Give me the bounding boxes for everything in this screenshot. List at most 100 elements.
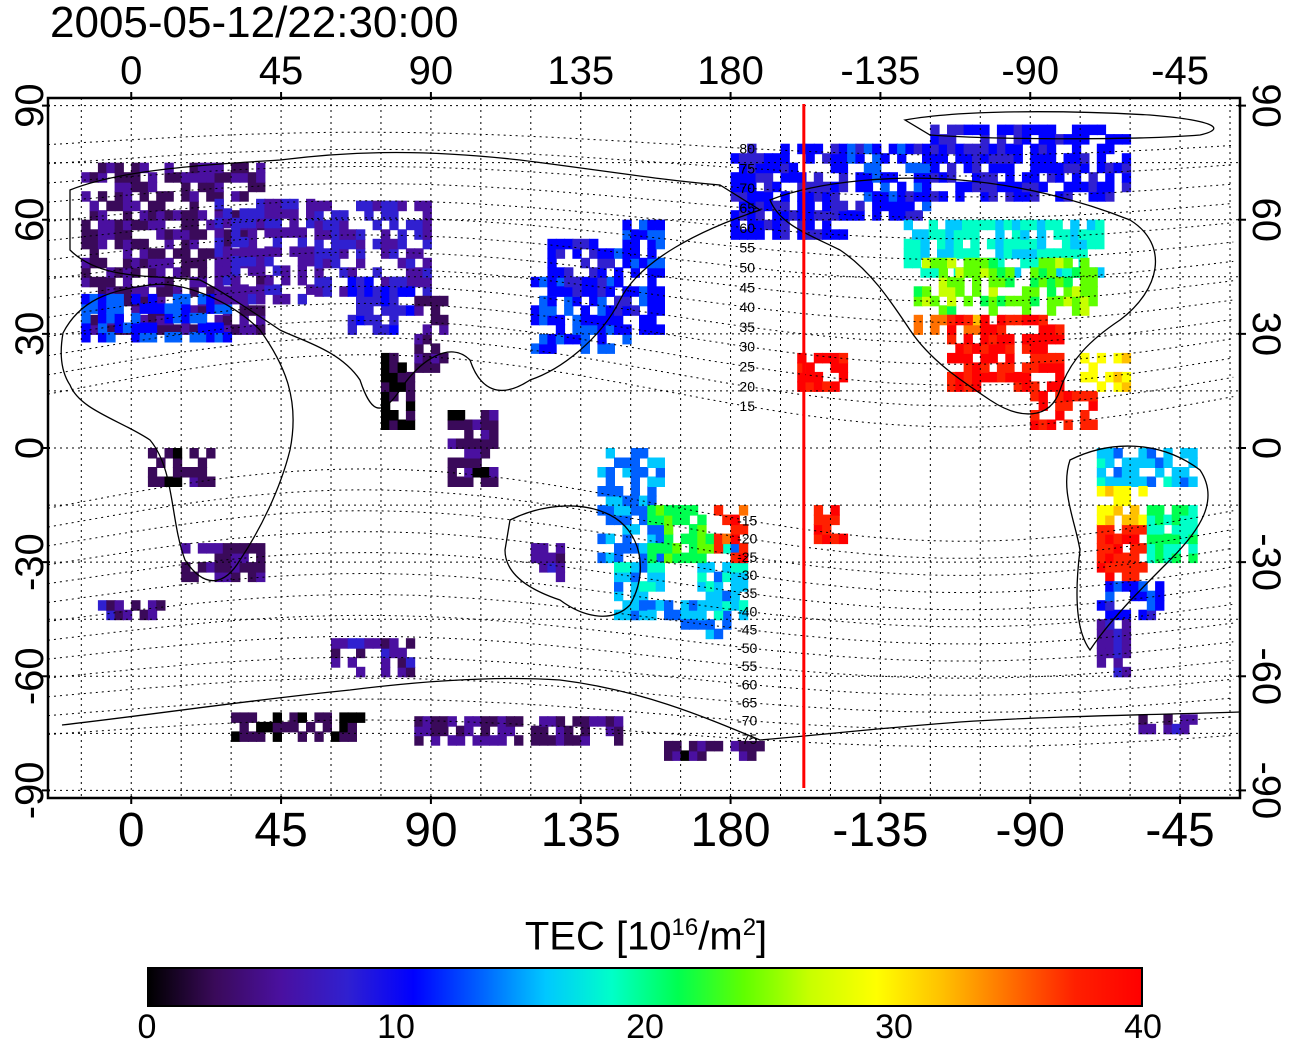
tec-cell xyxy=(222,303,233,314)
tec-cell xyxy=(397,647,407,659)
tec-cell xyxy=(822,210,832,221)
tec-cell xyxy=(1080,124,1090,136)
tec-cell xyxy=(555,324,566,335)
tec-cell xyxy=(1121,352,1132,364)
top-lon-label: 90 xyxy=(409,49,454,93)
tec-cell xyxy=(972,172,982,183)
tec-cell xyxy=(164,172,174,183)
tec-cell xyxy=(106,312,116,324)
tec-cell xyxy=(614,552,624,564)
colorbar-tick-label: 10 xyxy=(377,1008,415,1046)
tec-cell xyxy=(306,721,316,733)
tec-cell xyxy=(655,514,665,526)
tec-cell xyxy=(256,571,266,583)
tec-cell xyxy=(912,238,922,250)
tec-cell xyxy=(397,229,407,240)
tec-cell xyxy=(630,286,640,297)
tec-cell xyxy=(1005,153,1015,164)
tec-cell xyxy=(1130,457,1140,468)
tec-cell xyxy=(705,533,715,545)
tec-cell xyxy=(464,725,474,737)
tec-cell xyxy=(106,267,116,278)
tec-cell xyxy=(306,284,316,295)
bottom-tick xyxy=(280,796,283,804)
tec-cell xyxy=(247,293,258,305)
tec-cell xyxy=(381,362,391,373)
tec-cell xyxy=(963,381,973,392)
tec-cell xyxy=(1138,514,1148,526)
tec-cell xyxy=(580,343,590,354)
tec-cell xyxy=(405,638,416,649)
tec-cell xyxy=(763,200,774,212)
tec-cell xyxy=(805,362,815,373)
tec-cell xyxy=(755,162,765,174)
tec-cell xyxy=(381,638,391,649)
tec-cell xyxy=(996,276,1007,288)
tec-cell xyxy=(231,191,241,202)
tec-cell xyxy=(1138,590,1148,602)
tec-cell xyxy=(1071,267,1082,278)
tec-cell xyxy=(763,162,774,174)
tec-cell xyxy=(172,324,183,335)
tec-cell xyxy=(947,352,957,364)
tec-cell xyxy=(1038,362,1048,373)
left-tick xyxy=(42,218,50,221)
tec-cell xyxy=(647,486,657,497)
tec-cell xyxy=(738,740,749,752)
tec-cell xyxy=(189,229,199,240)
tec-cell xyxy=(855,181,865,193)
tec-cell xyxy=(389,362,399,373)
tec-cell xyxy=(986,238,997,250)
tec-cell xyxy=(630,609,640,621)
tec-cell xyxy=(664,524,674,535)
tec-cell xyxy=(139,295,149,307)
tec-cell xyxy=(222,246,233,257)
tec-cell xyxy=(805,153,815,164)
tec-cell xyxy=(247,172,258,183)
tec-cell xyxy=(214,303,224,314)
tec-cell xyxy=(1071,390,1082,402)
tec-cell xyxy=(1038,267,1048,278)
tec-cell xyxy=(222,314,233,326)
tec-cell xyxy=(1138,714,1148,725)
tec-cell xyxy=(1088,267,1098,278)
tec-cell xyxy=(1021,371,1032,383)
tec-cell xyxy=(1005,181,1015,193)
tec-cell xyxy=(239,236,249,248)
tec-cell xyxy=(630,457,640,468)
tec-cell xyxy=(905,143,915,155)
tec-cell xyxy=(972,181,982,193)
tec-cell xyxy=(430,362,441,373)
tec-cell xyxy=(945,219,955,231)
tec-cell xyxy=(172,467,183,478)
tec-cell xyxy=(664,533,674,545)
tec-cell xyxy=(206,286,216,297)
tec-cell xyxy=(822,533,832,545)
tec-cell xyxy=(980,333,990,345)
tec-cell xyxy=(1146,448,1157,459)
contour-label: -20 xyxy=(737,531,757,547)
tec-cell xyxy=(1080,267,1090,278)
contour-label: 30 xyxy=(739,339,755,355)
tec-cell xyxy=(780,143,790,155)
tec-cell xyxy=(472,438,482,449)
tec-cell xyxy=(1088,295,1098,307)
tec-cell xyxy=(822,153,832,164)
tec-cell xyxy=(937,248,947,259)
tec-cell xyxy=(264,198,274,210)
tec-cell xyxy=(630,486,640,497)
tec-cell xyxy=(414,305,424,316)
tec-cell xyxy=(730,562,740,573)
tec-cell xyxy=(955,371,965,383)
tec-cell xyxy=(206,172,216,183)
contour-label: -30 xyxy=(737,567,757,583)
contour-line xyxy=(47,251,1234,302)
tec-cell xyxy=(572,716,582,727)
tec-cell xyxy=(1155,552,1165,564)
contour-line xyxy=(47,200,1234,240)
tec-cell xyxy=(1121,181,1132,193)
tec-cell xyxy=(480,725,491,737)
tec-cell xyxy=(430,725,441,737)
tec-cell xyxy=(622,609,632,621)
tec-cell xyxy=(672,740,682,752)
